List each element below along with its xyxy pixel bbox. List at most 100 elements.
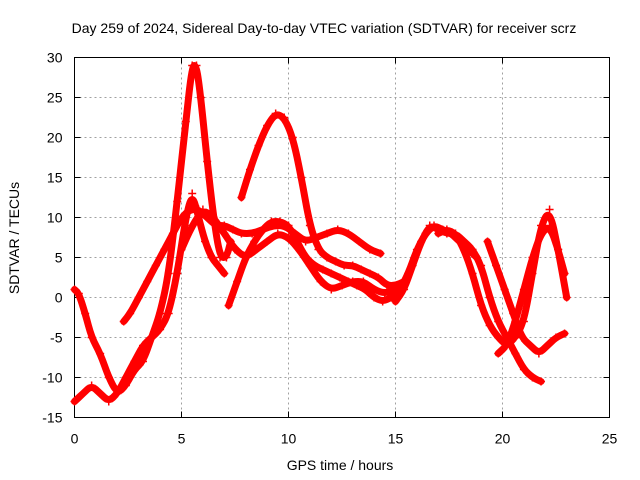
data-point <box>485 321 494 330</box>
data-point <box>198 205 207 214</box>
data-point <box>468 269 477 278</box>
x-axis-ticks: 0 5 10 15 20 25 <box>71 57 618 447</box>
data-point <box>138 341 147 350</box>
data-point <box>87 333 96 342</box>
data-point <box>284 221 293 230</box>
data-point <box>382 281 391 290</box>
data-point <box>160 245 169 254</box>
data-point <box>483 237 492 246</box>
grid-layer <box>74 57 610 418</box>
data-point <box>344 229 353 238</box>
y-tick-label: 30 <box>47 50 63 66</box>
data-point <box>241 253 250 262</box>
data-point <box>534 349 543 358</box>
data-point <box>96 389 105 398</box>
data-point <box>220 229 229 238</box>
data-point <box>543 341 552 350</box>
data-point <box>177 213 186 222</box>
data-point <box>280 113 289 122</box>
data-point <box>344 277 353 286</box>
data-point <box>560 269 569 278</box>
data-point <box>376 249 385 258</box>
y-tick-label: 0 <box>55 290 63 306</box>
data-point <box>374 273 383 282</box>
plot-frame <box>74 57 610 418</box>
data-point <box>275 217 284 226</box>
data-point <box>79 389 88 398</box>
data-point <box>359 277 368 286</box>
data-point <box>173 269 182 278</box>
data-point <box>365 245 374 254</box>
series-track-2 <box>71 196 228 405</box>
data-point <box>400 285 409 294</box>
data-point <box>74 289 83 298</box>
data-point <box>237 193 246 202</box>
data-point <box>451 229 460 238</box>
data-point <box>494 349 503 358</box>
series-track-6 <box>237 111 408 289</box>
data-point <box>554 245 563 254</box>
y-tick-label: -10 <box>42 370 62 386</box>
data-point <box>327 269 336 278</box>
data-point <box>70 397 79 406</box>
data-point <box>502 341 511 350</box>
data-point <box>207 253 216 262</box>
x-tick-label: 0 <box>71 431 79 447</box>
x-tick-label: 5 <box>178 431 186 447</box>
data-point <box>297 173 306 182</box>
data-point <box>250 237 259 246</box>
data-point <box>425 221 434 230</box>
data-point <box>545 221 554 230</box>
data-point <box>248 229 257 238</box>
data-point <box>370 285 379 294</box>
data-point <box>267 217 276 226</box>
data-point <box>143 277 152 286</box>
data-point <box>87 381 96 390</box>
data-point <box>168 229 177 238</box>
data-point <box>442 225 451 234</box>
data-point <box>378 297 387 306</box>
data-point <box>237 229 246 238</box>
data-point <box>228 225 237 234</box>
data-point <box>352 281 361 290</box>
data-point <box>314 245 323 254</box>
series-layer <box>70 61 571 406</box>
data-point <box>156 309 165 318</box>
x-tick-label: 10 <box>281 431 297 447</box>
data-point <box>519 285 528 294</box>
data-point <box>528 373 537 382</box>
y-tick-label: 15 <box>47 170 63 186</box>
data-point <box>130 357 139 366</box>
data-point <box>104 373 113 382</box>
data-point <box>519 317 528 326</box>
data-point <box>220 269 229 278</box>
data-point <box>526 341 535 350</box>
data-point <box>434 229 443 238</box>
data-point <box>459 245 468 254</box>
data-point <box>224 301 233 310</box>
data-point <box>417 237 426 246</box>
data-point <box>348 261 357 270</box>
data-point <box>305 221 314 230</box>
data-point <box>263 121 272 130</box>
x-tick-label: 20 <box>495 431 511 447</box>
data-point <box>537 221 546 230</box>
x-tick-label: 25 <box>602 431 618 447</box>
data-point <box>545 205 554 214</box>
y-tick-label: -5 <box>50 330 63 346</box>
chart-title: Day 259 of 2024, Sidereal Day-to-day VTE… <box>72 20 577 36</box>
data-point <box>156 325 165 334</box>
data-point <box>391 297 400 306</box>
data-point <box>301 253 310 262</box>
data-point <box>231 245 239 254</box>
data-point <box>338 281 346 290</box>
data-point <box>511 349 520 358</box>
data-point <box>327 285 336 294</box>
y-tick-label: 20 <box>47 130 63 146</box>
data-point <box>104 397 113 406</box>
data-point <box>173 197 182 206</box>
data-point <box>494 333 503 342</box>
data-point <box>333 225 342 234</box>
data-point <box>263 237 272 246</box>
